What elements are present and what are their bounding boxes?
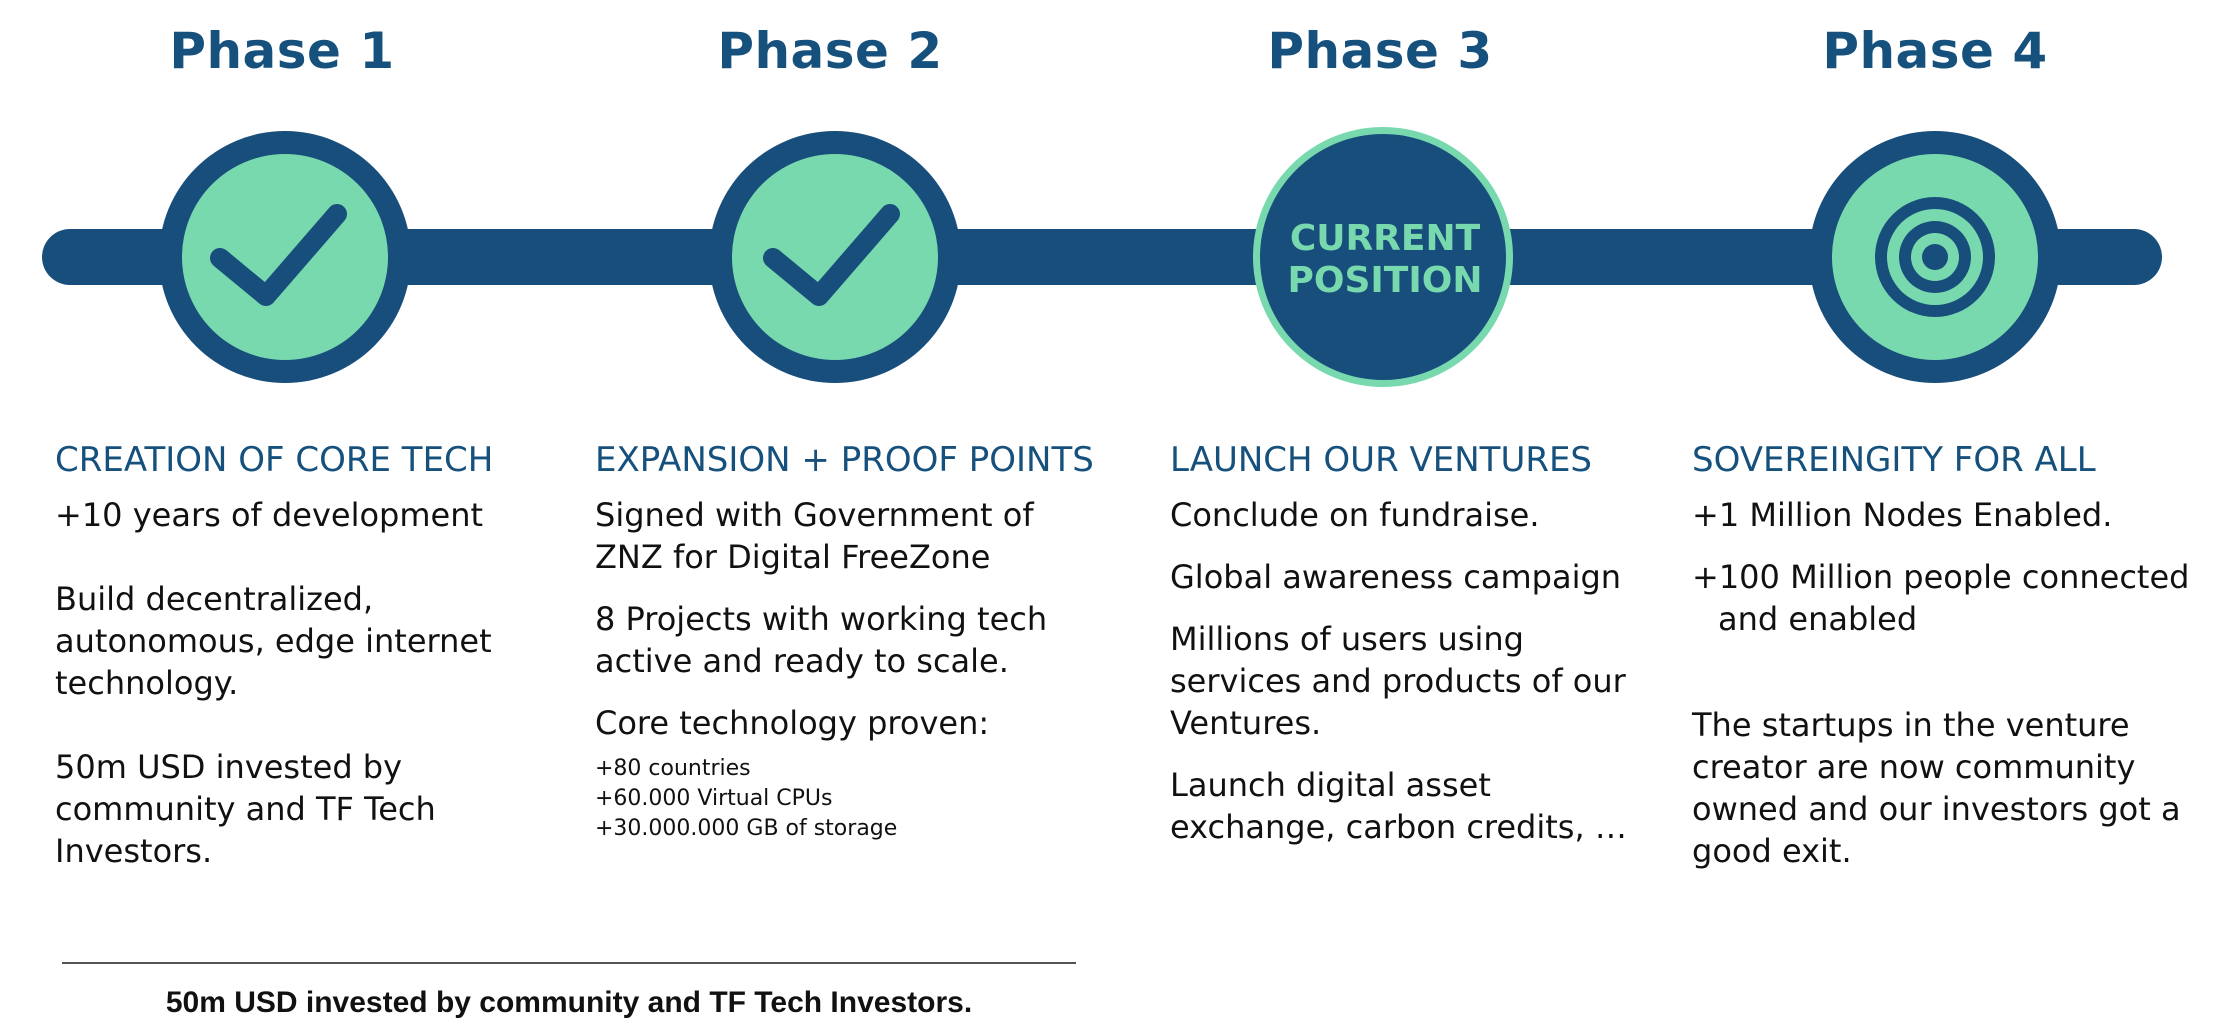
phase-4-item: +1 Million Nodes Enabled. xyxy=(1692,496,2113,534)
phase-2-title: Phase 2 xyxy=(717,22,943,80)
phase-4-title: Phase 4 xyxy=(1822,22,2048,80)
phase-1-title: Phase 1 xyxy=(169,22,395,80)
target-icon xyxy=(1875,197,1995,317)
phase-1-heading: CREATION OF CORE TECH xyxy=(55,440,494,480)
phase-2-stat: +30.000.000 GB of storage xyxy=(595,816,898,841)
phase-3-heading: LAUNCH OUR VENTURES xyxy=(1170,440,1593,480)
current-position-badge-line-1: CURRENT xyxy=(1290,218,1481,259)
phase-3-item: Launch digital asset exchange, carbon cr… xyxy=(1170,766,1627,846)
phase-1-item: 50m USD invested by community and TF Tec… xyxy=(55,748,436,870)
phase-1-item: Build decentralized, autonomous, edge in… xyxy=(55,580,492,702)
phase-4-item: The startups in the venture creator are … xyxy=(1692,706,2181,870)
phase-1-marker xyxy=(159,131,411,383)
footer-divider xyxy=(62,962,1076,964)
phase-4-marker xyxy=(1809,131,2061,383)
current-position-badge-line-2: POSITION xyxy=(1288,260,1483,301)
timeline: CURRENT POSITION xyxy=(42,127,2162,387)
phase-4-heading: SOVEREINGITY FOR ALL xyxy=(1692,440,2096,480)
phase-1-item: +10 years of development xyxy=(55,496,484,534)
checkmark-icon xyxy=(210,204,347,306)
checkmark-icon xyxy=(763,204,900,306)
phase-3-item: Millions of users using services and pro… xyxy=(1170,620,1626,742)
phase-3-item: Global awareness campaign xyxy=(1170,558,1622,596)
phase-3-item: Conclude on fundraise. xyxy=(1170,496,1540,534)
phase-3-title: Phase 3 xyxy=(1267,22,1493,80)
footer-note: 50m USD invested by community and TF Tec… xyxy=(165,986,973,1019)
phase-4-item: +100 Million people connected xyxy=(1692,558,2190,596)
phase-4-item: and enabled xyxy=(1718,600,1918,638)
phase-3-column: LAUNCH OUR VENTURES Conclude on fundrais… xyxy=(1170,440,1660,868)
phase-2-stat: +60.000 Virtual CPUs xyxy=(595,786,833,811)
phase-2-item: Core technology proven: xyxy=(595,704,990,742)
phase-2-stat: +80 countries xyxy=(595,756,751,781)
phase-1-column: CREATION OF CORE TECH +10 years of devel… xyxy=(55,440,535,892)
phase-2-item: 8 Projects with working tech active and … xyxy=(595,600,1048,680)
phase-2-column: EXPANSION + PROOF POINTS Signed with Gov… xyxy=(595,440,1095,844)
phase-4-column: SOVEREINGITY FOR ALL +1 Million Nodes En… xyxy=(1692,440,2202,892)
phase-3-marker: CURRENT POSITION xyxy=(1253,127,1513,387)
phase-2-item: Signed with Government of ZNZ for Digita… xyxy=(595,496,1034,576)
phase-2-heading: EXPANSION + PROOF POINTS xyxy=(595,440,1094,480)
phase-2-marker xyxy=(709,131,961,383)
timeline-bar xyxy=(42,229,2162,285)
